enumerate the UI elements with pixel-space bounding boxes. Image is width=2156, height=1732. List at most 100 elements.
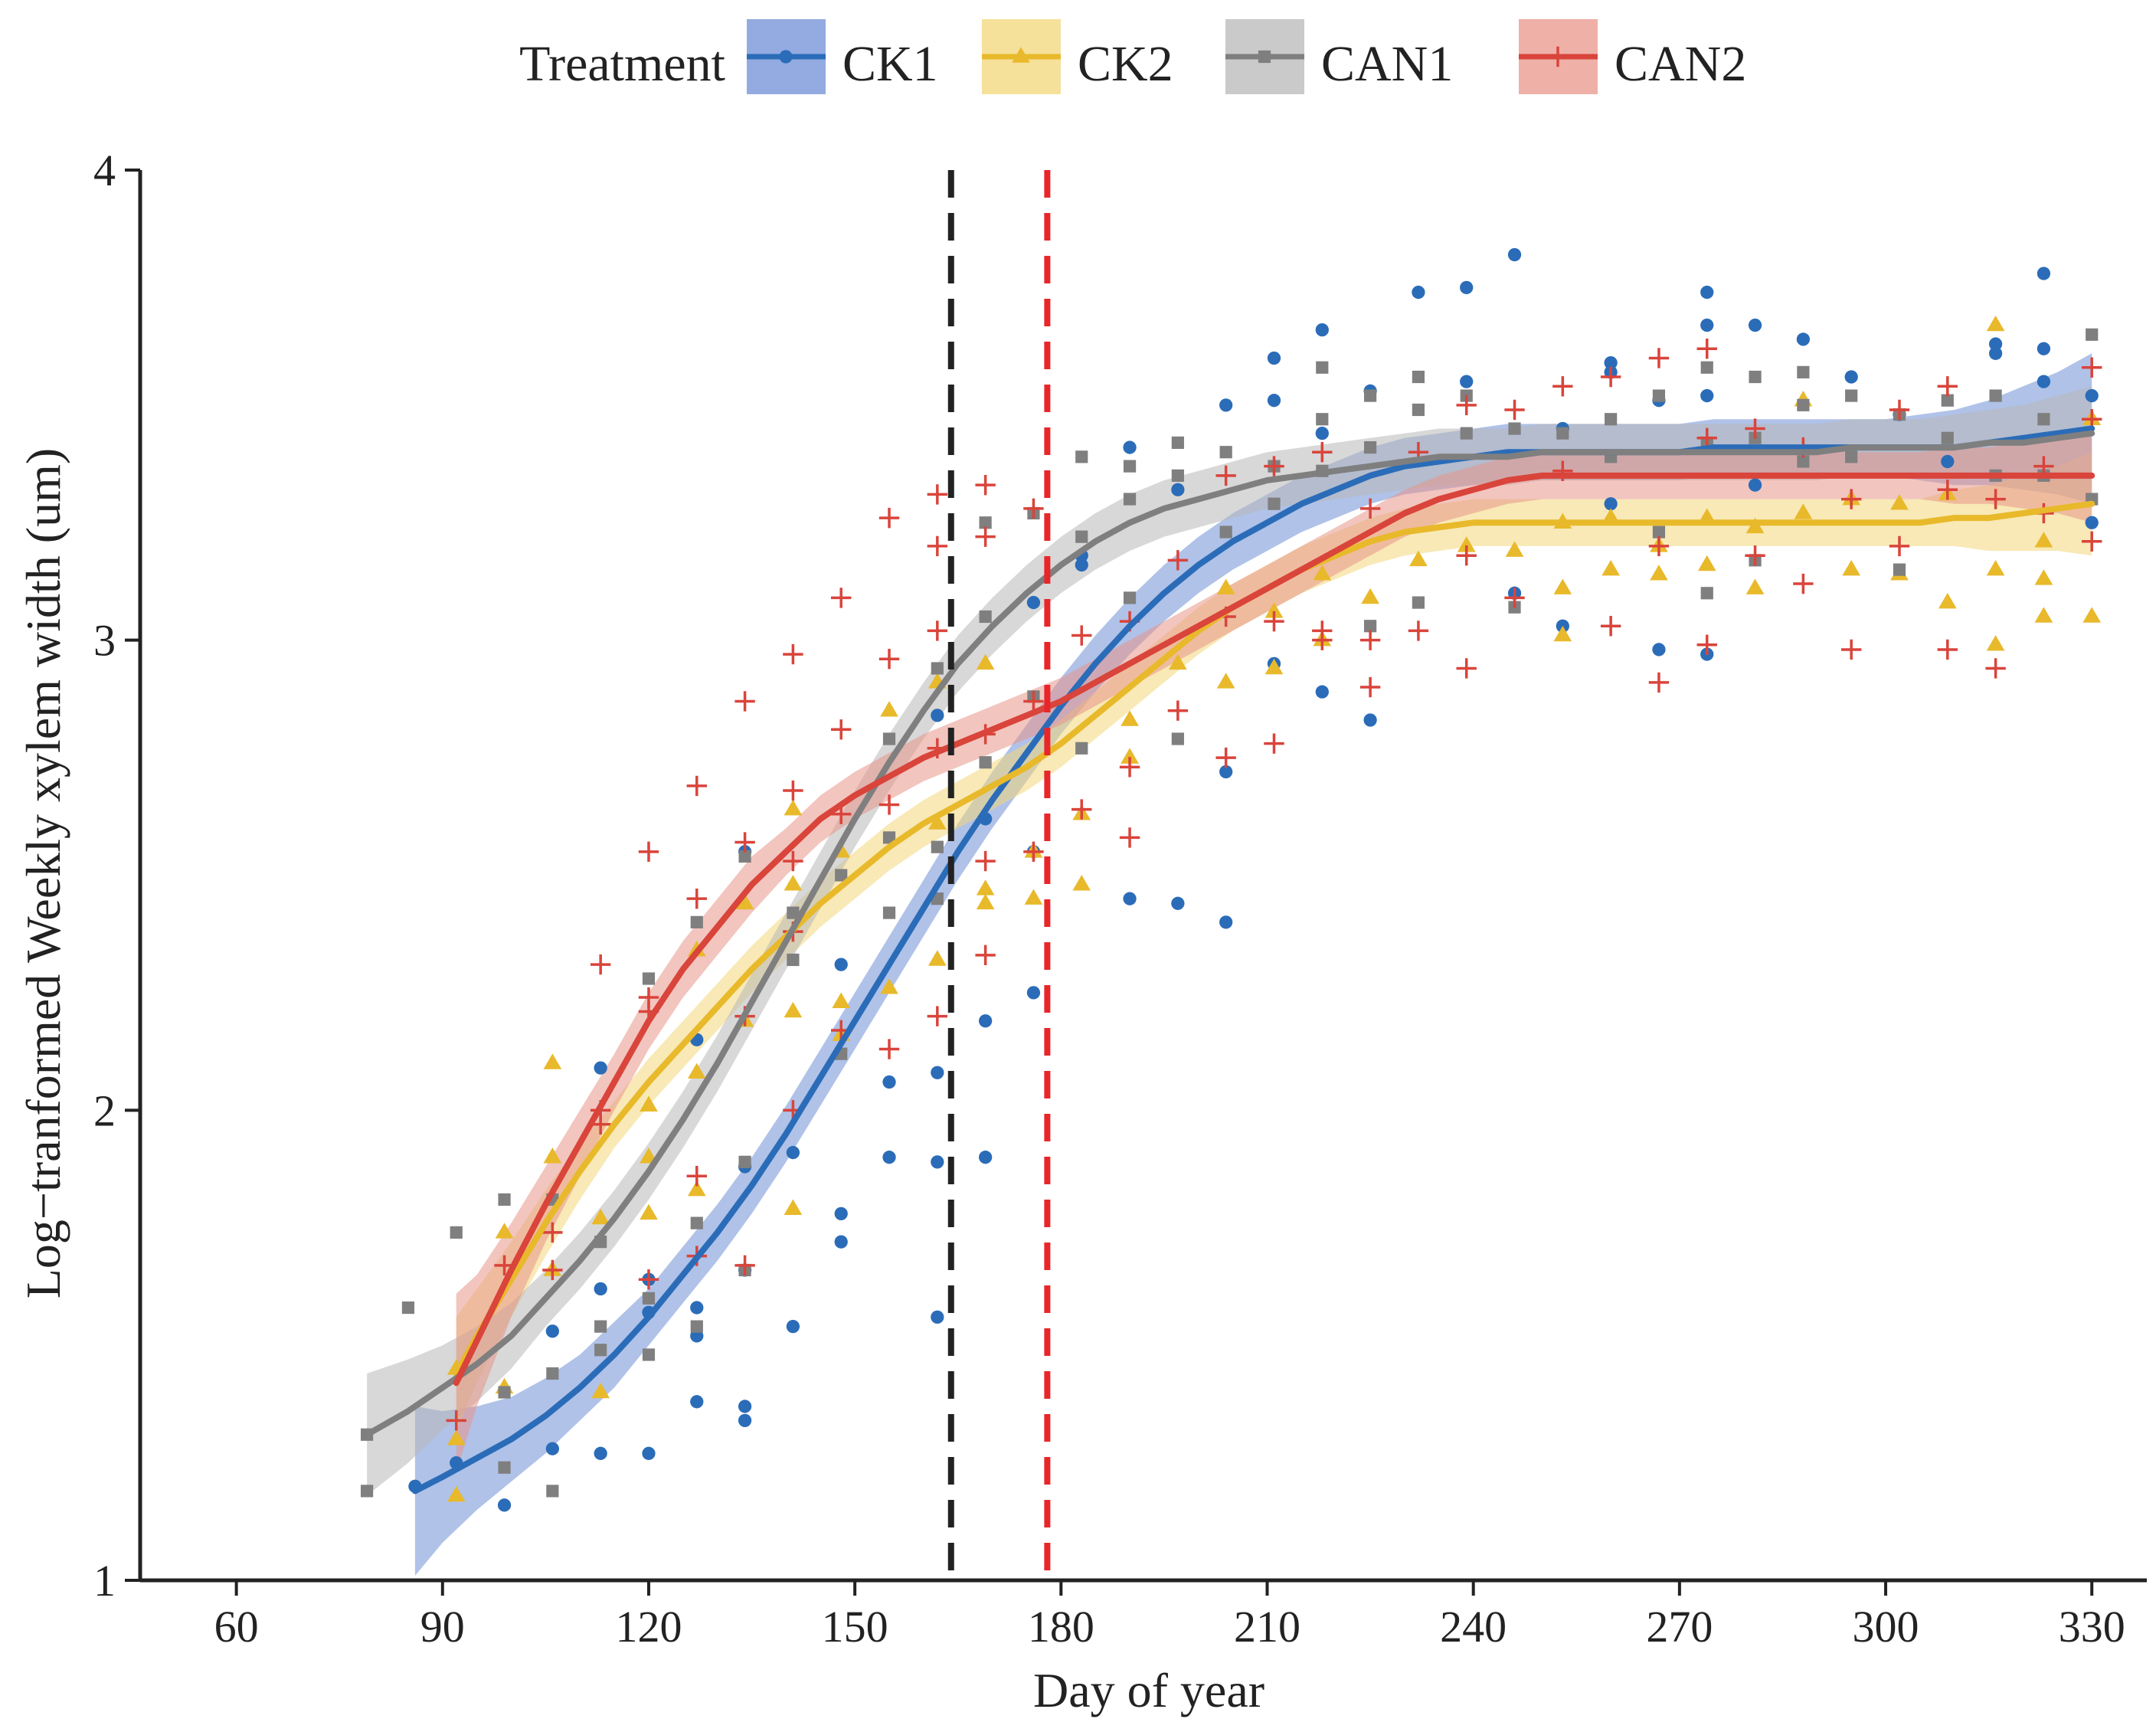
can2-point xyxy=(878,1039,900,1059)
can1-point xyxy=(1412,403,1425,417)
can1-point xyxy=(1075,742,1088,755)
y-tick-label: 4 xyxy=(93,146,116,195)
ck1-point xyxy=(594,1446,607,1460)
ck2-point xyxy=(1553,625,1572,642)
plot-area xyxy=(360,170,2102,1580)
ck1-point xyxy=(2037,375,2051,388)
ck2-point xyxy=(687,1180,706,1197)
ck2-point xyxy=(1264,602,1284,618)
ck1-point xyxy=(1988,337,2003,351)
ck1-point xyxy=(1315,685,1329,699)
ck2-point xyxy=(2034,569,2053,585)
ck2-point xyxy=(832,992,851,1008)
ck1-point xyxy=(1219,915,1233,929)
ck1-point xyxy=(1700,285,1714,300)
ck2-point xyxy=(1313,565,1332,581)
can1-point xyxy=(931,840,944,853)
ck1-point xyxy=(1412,285,1425,300)
can2-point xyxy=(1648,672,1670,693)
ck2-point xyxy=(880,701,898,717)
can1-point xyxy=(546,1367,559,1380)
can2-point xyxy=(542,1222,563,1243)
ck1-point xyxy=(1219,765,1233,779)
can2-point xyxy=(1889,535,1910,557)
can1-point xyxy=(835,869,848,882)
can1-point xyxy=(690,1216,703,1229)
can1-point xyxy=(1652,389,1666,402)
legend-marker-can2 xyxy=(1547,46,1569,67)
can2-point xyxy=(1408,620,1429,641)
can1-point xyxy=(1363,620,1377,633)
can2-point xyxy=(831,588,852,608)
can1-fit-line xyxy=(364,430,2095,1438)
ck2-point xyxy=(640,1203,658,1220)
can1-point xyxy=(1171,436,1184,450)
can1-point xyxy=(1412,596,1425,609)
can2-point xyxy=(975,474,996,496)
can2-point xyxy=(638,1269,659,1290)
ck1-point xyxy=(2085,388,2099,403)
can2-point xyxy=(1023,841,1044,863)
ck1-point xyxy=(1171,483,1185,496)
can1-point xyxy=(1460,427,1473,440)
ck1-point xyxy=(786,1319,800,1334)
can2-point xyxy=(878,649,900,670)
can2-point xyxy=(1359,630,1381,650)
can2-point xyxy=(542,1259,563,1281)
fit-lines xyxy=(364,425,2095,1495)
legend: Treatment CK1 CK2 CAN1 CAN2 xyxy=(519,19,1746,94)
ck1-point xyxy=(1748,478,1762,492)
can2-point xyxy=(927,620,948,641)
ck2-point xyxy=(1457,536,1476,552)
can2-point xyxy=(1745,418,1765,439)
can1-point xyxy=(1508,422,1521,435)
ck1-point xyxy=(1363,713,1377,727)
ck2-point xyxy=(1216,673,1235,689)
ck2-point xyxy=(976,879,995,895)
can1-point xyxy=(1845,389,1858,402)
x-tick-label: 300 xyxy=(1853,1602,1919,1652)
ck2-point xyxy=(1505,541,1524,557)
ck1-point xyxy=(2085,516,2099,529)
can2-point xyxy=(638,987,659,1008)
ck1-point xyxy=(642,1446,656,1460)
ck2-point xyxy=(1986,559,2005,576)
can1-point xyxy=(498,1386,511,1399)
can1-point xyxy=(1123,460,1137,473)
legend-marker-can1 xyxy=(1258,50,1271,64)
can2-point xyxy=(783,643,803,665)
ck1-point xyxy=(1267,351,1281,365)
ck1-point xyxy=(690,1301,704,1315)
ck1-point xyxy=(978,1014,993,1028)
can2-point xyxy=(1359,498,1381,519)
ck2-point xyxy=(2034,607,2053,623)
can1-point xyxy=(401,1301,415,1315)
ck1-point xyxy=(834,958,848,971)
ck1-fit-line xyxy=(411,425,2095,1495)
can2-point xyxy=(1793,573,1814,594)
ck2-point xyxy=(735,893,754,910)
ck2-point xyxy=(976,893,995,910)
can2-point xyxy=(1456,545,1477,566)
ck1-point xyxy=(497,1498,512,1512)
ck1-point xyxy=(1123,440,1137,454)
legend-label-can2: CAN2 xyxy=(1615,36,1746,92)
ck1-point xyxy=(931,1066,944,1079)
legend-item-ck2: CK2 xyxy=(982,19,1173,94)
ck2-point xyxy=(687,1062,706,1079)
can1-point xyxy=(642,972,656,985)
can1-point xyxy=(979,610,992,624)
can2-point xyxy=(1119,827,1140,848)
legend-item-ck1: CK1 xyxy=(747,19,938,94)
can2-point xyxy=(1023,691,1044,712)
x-tick-label: 150 xyxy=(822,1602,888,1652)
x-tick-label: 90 xyxy=(420,1602,465,1652)
can1-point xyxy=(360,1485,374,1498)
can2-point xyxy=(2082,531,2102,552)
ck2-point xyxy=(1553,578,1572,594)
x-tick-label: 180 xyxy=(1028,1602,1094,1652)
ck1-point xyxy=(978,1151,993,1164)
can1-point xyxy=(1219,446,1232,459)
ck1-point xyxy=(1796,332,1811,346)
